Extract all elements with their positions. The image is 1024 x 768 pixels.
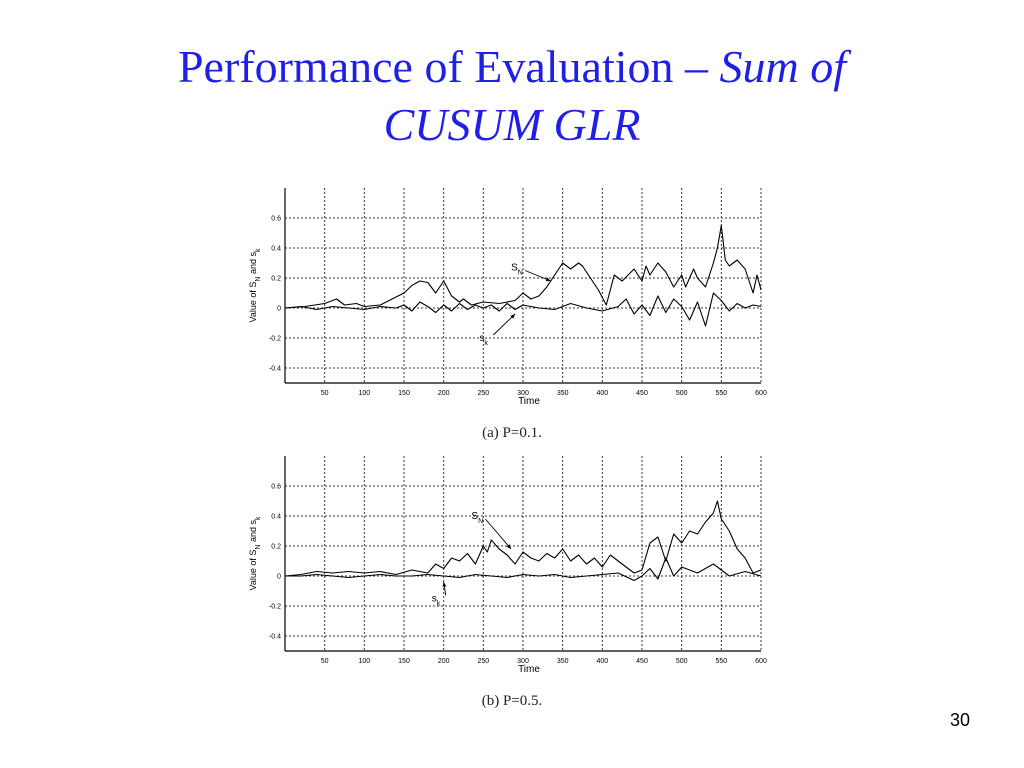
x-tick-label: 550 bbox=[715, 658, 727, 665]
x-tick-label: 100 bbox=[358, 658, 370, 665]
x-tick-label: 150 bbox=[398, 658, 410, 665]
annotation-arrow bbox=[485, 518, 512, 550]
annotation-label: sk bbox=[479, 333, 488, 347]
x-tick-label: 450 bbox=[636, 390, 648, 397]
title-italic-text-2: CUSUM GLR bbox=[383, 99, 641, 150]
y-tick-label: 0.4 bbox=[271, 246, 281, 253]
x-axis-label: Time bbox=[518, 396, 540, 407]
x-tick-label: 550 bbox=[715, 390, 727, 397]
chart-1: 50 100 150 200 250 300 350 400 450 500 550 600 -0.4 -… bbox=[248, 456, 767, 675]
y-tick-label: 0.2 bbox=[271, 276, 281, 283]
series-line-1 bbox=[284, 292, 762, 327]
x-tick-label: 150 bbox=[398, 390, 410, 397]
slide-title: Performance of Evaluation – Sum of CUSUM… bbox=[0, 38, 1024, 154]
x-tick-label: 200 bbox=[438, 390, 450, 397]
x-tick-label: 500 bbox=[676, 390, 688, 397]
y-axis-label: Value of SN and sk bbox=[248, 248, 262, 322]
series-line-0 bbox=[284, 224, 762, 309]
y-tick-label: 0.6 bbox=[271, 484, 281, 491]
chart-a-caption: (a) P=0.1. bbox=[482, 425, 542, 441]
chart-0: 50 100 150 200 250 300 350 400 450 500 550 600 -0.4 -… bbox=[248, 188, 767, 407]
y-tick-label: -0.4 bbox=[269, 634, 281, 641]
title-italic-text-1: Sum of bbox=[719, 41, 847, 92]
annotation-label: sk bbox=[432, 594, 441, 608]
series-line-0 bbox=[284, 500, 762, 577]
annotation-arrowhead bbox=[506, 544, 512, 549]
annotation-label: SN bbox=[511, 263, 523, 277]
x-tick-label: 350 bbox=[557, 390, 569, 397]
y-tick-label: 0.2 bbox=[271, 544, 281, 551]
x-tick-label: 400 bbox=[596, 658, 608, 665]
annotation-arrow bbox=[524, 270, 551, 282]
x-axis-label: Time bbox=[518, 664, 540, 675]
y-tick-label: -0.2 bbox=[269, 336, 281, 343]
x-tick-label: 600 bbox=[755, 658, 767, 665]
x-tick-label: 50 bbox=[321, 658, 329, 665]
x-tick-label: 500 bbox=[676, 658, 688, 665]
x-tick-label: 400 bbox=[596, 390, 608, 397]
y-axis-label: Value of SN and sk bbox=[248, 516, 262, 590]
annotation-arrowhead bbox=[510, 314, 516, 319]
y-tick-label: 0.4 bbox=[271, 514, 281, 521]
x-tick-label: 300 bbox=[517, 658, 529, 665]
x-tick-label: 250 bbox=[477, 390, 489, 397]
annotation-arrowhead bbox=[545, 277, 551, 282]
y-tick-label: 0.6 bbox=[271, 216, 281, 223]
chart-b-caption: (b) P=0.5. bbox=[481, 693, 543, 709]
x-tick-label: 350 bbox=[557, 658, 569, 665]
x-tick-label: 300 bbox=[517, 390, 529, 397]
x-tick-label: 600 bbox=[755, 390, 767, 397]
x-tick-label: 200 bbox=[438, 658, 450, 665]
x-tick-label: 450 bbox=[636, 658, 648, 665]
series-line-1 bbox=[285, 557, 762, 582]
x-tick-label: 50 bbox=[321, 390, 329, 397]
y-tick-label: -0.2 bbox=[269, 604, 281, 611]
annotation-arrowhead bbox=[442, 582, 447, 587]
annotation-arrow bbox=[493, 313, 516, 336]
y-tick-label: -0.4 bbox=[269, 366, 281, 373]
page-number: 30 bbox=[949, 710, 970, 730]
x-tick-label: 100 bbox=[358, 390, 370, 397]
title-plain-text: Performance of Evaluation – bbox=[177, 41, 720, 92]
x-tick-label: 250 bbox=[477, 658, 489, 665]
y-tick-label: 0 bbox=[277, 306, 281, 313]
annotation-label: SN bbox=[471, 511, 483, 525]
y-tick-label: 0 bbox=[277, 574, 281, 581]
